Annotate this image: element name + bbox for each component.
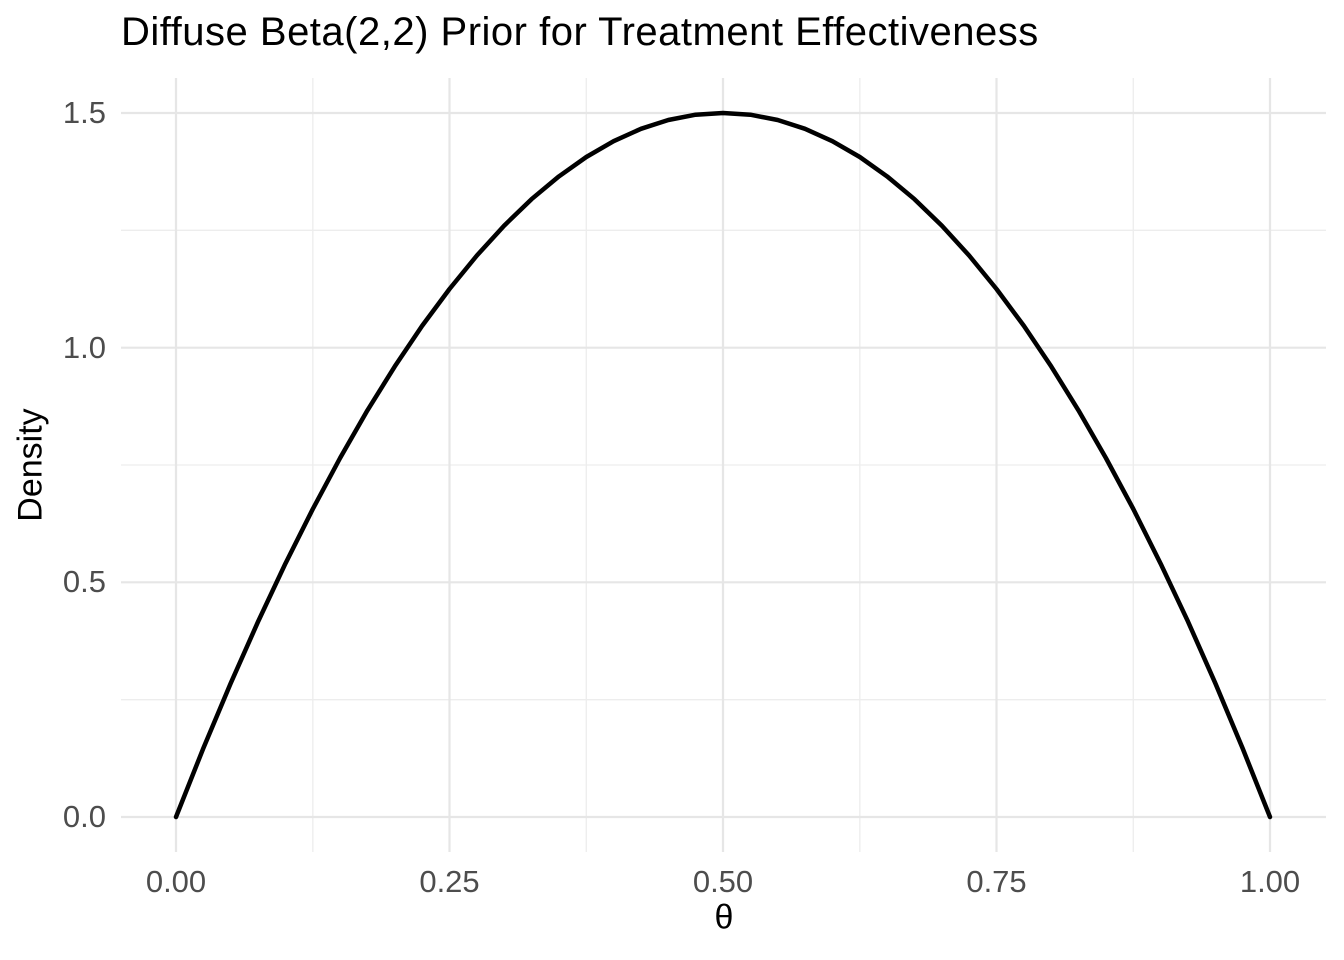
x-tick-label: 0.50 (692, 864, 754, 899)
density-curve-layer (173, 110, 1273, 820)
x-axis-title: θ (714, 898, 734, 937)
major-gridlines (121, 78, 1326, 852)
x-tick-label: 1.00 (1239, 864, 1301, 899)
y-tick-label: 1.0 (62, 329, 106, 365)
y-tick-label: 0.0 (62, 799, 106, 834)
density-curve (173, 110, 1273, 820)
x-tick-label: 0.25 (419, 864, 480, 899)
x-tick-label: 0.75 (966, 864, 1027, 899)
y-axis-title: Density (11, 408, 50, 522)
plot-title: Diffuse Beta(2,2) Prior for Treatment Ef… (121, 10, 1039, 54)
x-tick-label: 0.00 (145, 864, 207, 899)
y-tick-label: 1.5 (62, 95, 106, 130)
y-tick-label: 0.5 (62, 564, 106, 600)
